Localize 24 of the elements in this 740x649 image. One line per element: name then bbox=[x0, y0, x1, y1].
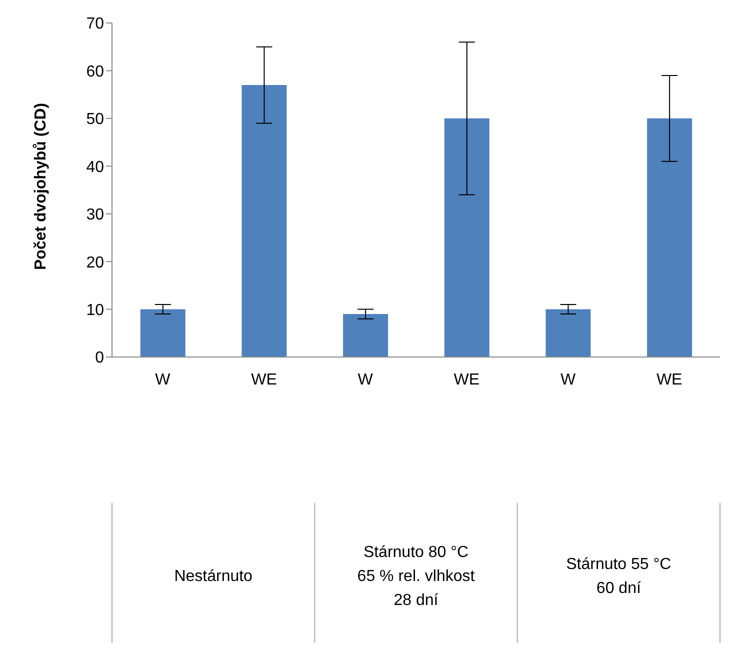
y-tick-label: 40 bbox=[86, 158, 104, 176]
x-tick-label: W bbox=[155, 371, 172, 388]
x-tick-label: W bbox=[560, 371, 576, 388]
y-tick-label: 0 bbox=[95, 350, 104, 367]
y-tick-label: 20 bbox=[86, 254, 104, 272]
y-tick-label: 50 bbox=[86, 111, 104, 128]
x-tick-label: W bbox=[358, 371, 374, 388]
bar bbox=[140, 309, 186, 357]
bar bbox=[444, 118, 490, 357]
bar bbox=[647, 118, 692, 357]
bar bbox=[343, 314, 388, 357]
x-tick-label: WE bbox=[454, 371, 480, 388]
x-tick-label: WE bbox=[656, 371, 682, 388]
text: Stárnuto 80 °C 65 % rel. vlhkost 28 dní bbox=[357, 544, 476, 609]
bar bbox=[546, 309, 591, 357]
y-tick-label: 70 bbox=[86, 16, 104, 33]
text: Stárnuto 55 °C 60 dní bbox=[566, 556, 672, 597]
y-tick-label: 30 bbox=[86, 206, 104, 224]
text: Nestárnuto bbox=[174, 568, 253, 585]
y-tick-label: 10 bbox=[86, 302, 104, 319]
x-tick-label: WE bbox=[251, 371, 277, 388]
y-tick-label: 60 bbox=[86, 63, 104, 80]
y-axis-title: Počet dvojohybů (CD) bbox=[32, 102, 50, 270]
bar bbox=[242, 85, 287, 357]
